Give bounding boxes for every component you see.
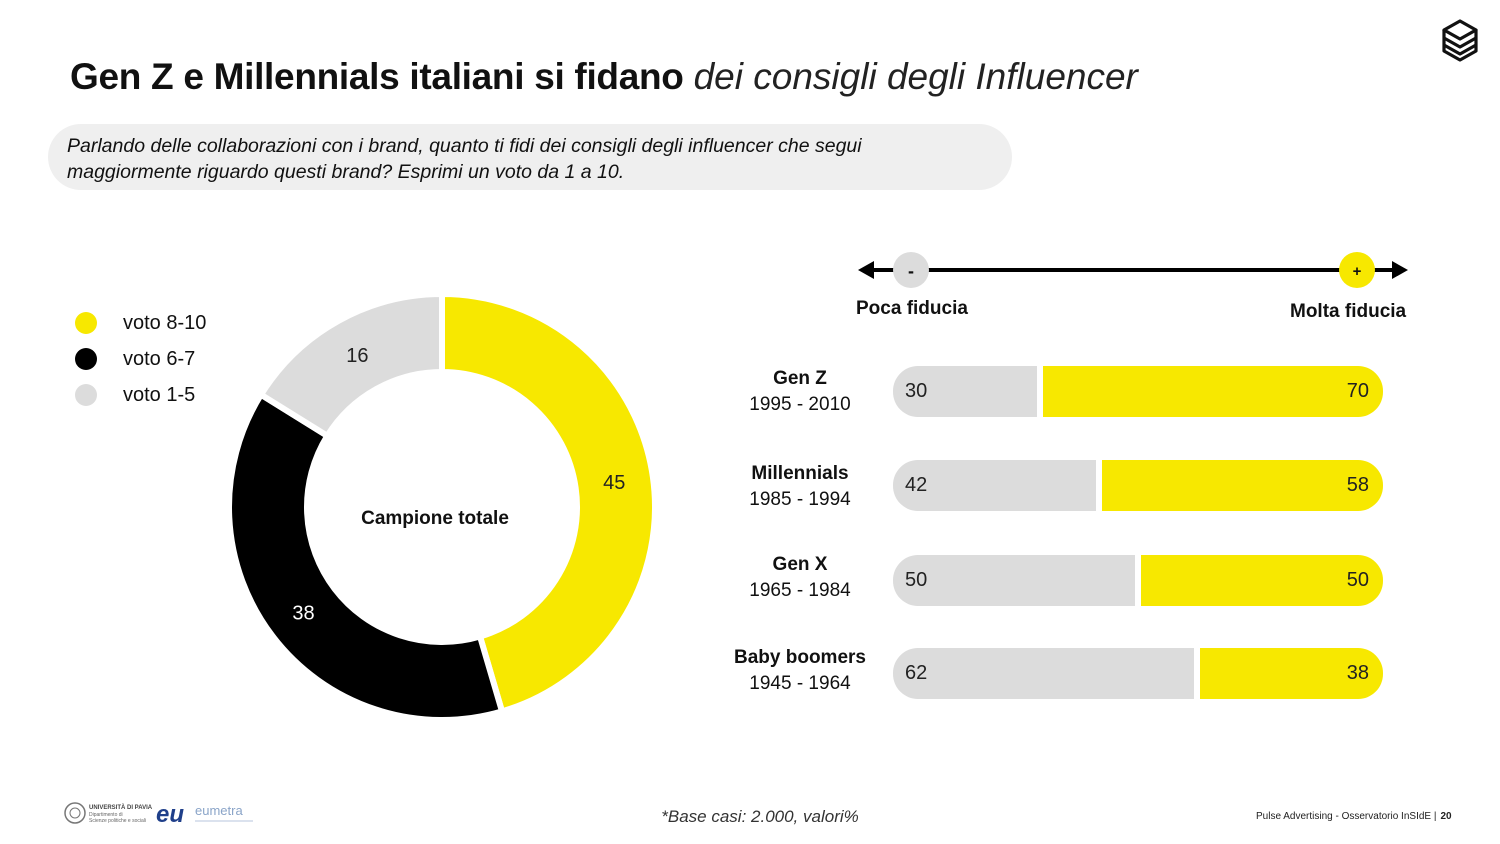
category-years: 1985 - 1994 xyxy=(710,487,890,513)
bar-row: 50 50 xyxy=(893,555,1383,606)
donut-chart: 45 38 16 Campione totale xyxy=(200,290,680,750)
bar-row: 42 58 xyxy=(893,460,1383,511)
category-name: Gen Z xyxy=(710,366,890,392)
bar-value-yellow: 70 xyxy=(1347,366,1369,417)
footer-source-text: Pulse Advertising - Osservatorio InSIdE … xyxy=(1256,811,1436,822)
donut-center-label: Campione totale xyxy=(361,508,509,529)
bar-segment-grey xyxy=(893,555,1135,606)
legend-item-6-7: voto 6-7 xyxy=(75,347,195,371)
footer-source: Pulse Advertising - Osservatorio InSIdE … xyxy=(1256,811,1452,822)
donut-slice-voto-6-7 xyxy=(229,395,502,720)
legend-label: voto 1-5 xyxy=(123,384,195,407)
page-title: Gen Z e Millennials italiani si fidano de… xyxy=(70,55,1138,99)
bar-value-grey: 50 xyxy=(905,555,927,606)
donut-slice-value: 45 xyxy=(603,472,625,494)
page-number: 20 xyxy=(1440,811,1451,822)
bar-value-yellow: 58 xyxy=(1347,460,1369,511)
donut-slice-value: 38 xyxy=(292,602,314,624)
bar-value-grey: 62 xyxy=(905,648,927,699)
bar-value-grey: 30 xyxy=(905,366,927,417)
category-label: Baby boomers 1945 - 1964 xyxy=(710,645,890,697)
legend-item-1-5: voto 1-5 xyxy=(75,383,195,407)
legend-label: voto 8-10 xyxy=(123,312,206,335)
category-name: Millennials xyxy=(710,461,890,487)
bar-row: 62 38 xyxy=(893,648,1383,699)
question-box: Parlando delle collaborazioni con i bran… xyxy=(48,124,1012,190)
plus-symbol: + xyxy=(1353,263,1362,280)
legend-label: voto 6-7 xyxy=(123,348,195,371)
minus-symbol: - xyxy=(908,261,914,281)
title-italic: dei consigli degli Influencer xyxy=(694,56,1138,97)
bar-row: 30 70 xyxy=(893,366,1383,417)
right-arrow-icon xyxy=(1392,261,1408,279)
category-years: 1995 - 2010 xyxy=(710,392,890,418)
scale-low-label: Poca fiducia xyxy=(856,298,968,320)
bar-value-yellow: 38 xyxy=(1347,648,1369,699)
title-bold: Gen Z e Millennials italiani si fidano xyxy=(70,56,684,97)
bar-value-grey: 42 xyxy=(905,460,927,511)
donut-slice-value: 16 xyxy=(346,345,368,367)
legend-swatch-black xyxy=(75,348,97,370)
donut-slices xyxy=(229,294,655,720)
category-name: Baby boomers xyxy=(710,645,890,671)
category-label: Millennials 1985 - 1994 xyxy=(710,461,890,513)
bar-segment-grey xyxy=(893,648,1194,699)
category-label: Gen X 1965 - 1984 xyxy=(710,552,890,604)
legend-item-8-10: voto 8-10 xyxy=(75,311,206,335)
category-label: Gen Z 1995 - 2010 xyxy=(710,366,890,418)
category-years: 1965 - 1984 xyxy=(710,578,890,604)
category-years: 1945 - 1964 xyxy=(710,671,890,697)
left-arrow-icon xyxy=(858,261,874,279)
legend-swatch-yellow xyxy=(75,312,97,334)
legend-swatch-grey xyxy=(75,384,97,406)
scale-high-label: Molta fiducia xyxy=(1290,301,1406,323)
bar-segment-yellow xyxy=(1043,366,1383,417)
bar-value-yellow: 50 xyxy=(1347,555,1369,606)
bar-segment-yellow xyxy=(1102,460,1383,511)
layered-stack-icon xyxy=(1438,18,1482,64)
category-name: Gen X xyxy=(710,552,890,578)
